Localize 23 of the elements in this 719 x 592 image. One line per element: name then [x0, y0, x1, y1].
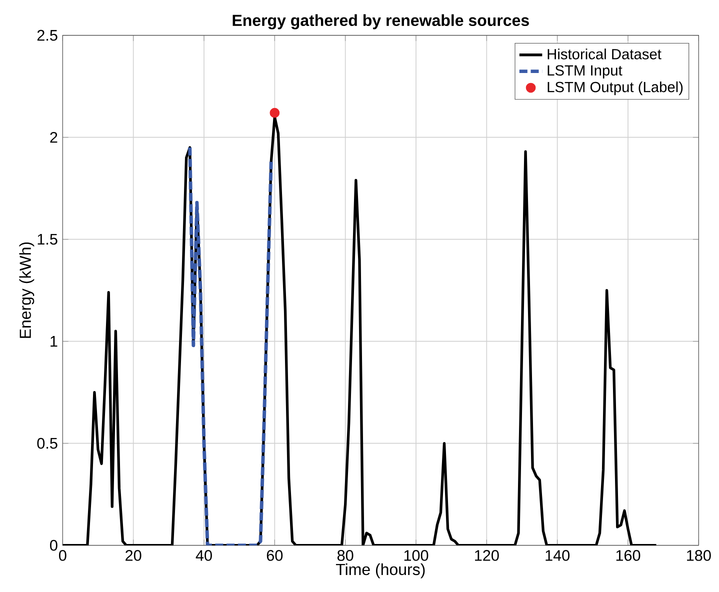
- y-tick-label: 0.5: [37, 438, 58, 449]
- y-tick-label: 2: [50, 132, 58, 143]
- y-tick-label: 0: [50, 540, 58, 551]
- x-tick-label: 40: [196, 550, 212, 561]
- x-tick-label: 80: [337, 550, 354, 561]
- y-tick-label: 2.5: [37, 30, 58, 41]
- y-axis-title: Energy (kWh): [19, 242, 34, 338]
- x-tick-label: 140: [546, 550, 570, 561]
- y-tick-label: 1.5: [38, 234, 58, 245]
- legend-label: Historical Dataset: [548, 48, 662, 60]
- x-tick-label: 20: [126, 550, 142, 561]
- line-series: [188, 146, 273, 546]
- y-tick-label: 1: [50, 336, 58, 347]
- legend-label: LSTM Output (Label): [548, 81, 683, 96]
- x-tick-label: 60: [266, 550, 283, 561]
- x-tick-label: 180: [687, 550, 711, 561]
- x-axis-title: Time (hours): [336, 563, 425, 578]
- chart-title: Energy gathered by renewable sources: [232, 14, 529, 30]
- legend-label: LSTM Input: [548, 65, 622, 78]
- x-tick-label: 100: [404, 550, 428, 561]
- x-tick-label: 0: [59, 550, 66, 561]
- x-tick-label: 160: [616, 550, 640, 561]
- x-tick-label: 120: [475, 550, 499, 561]
